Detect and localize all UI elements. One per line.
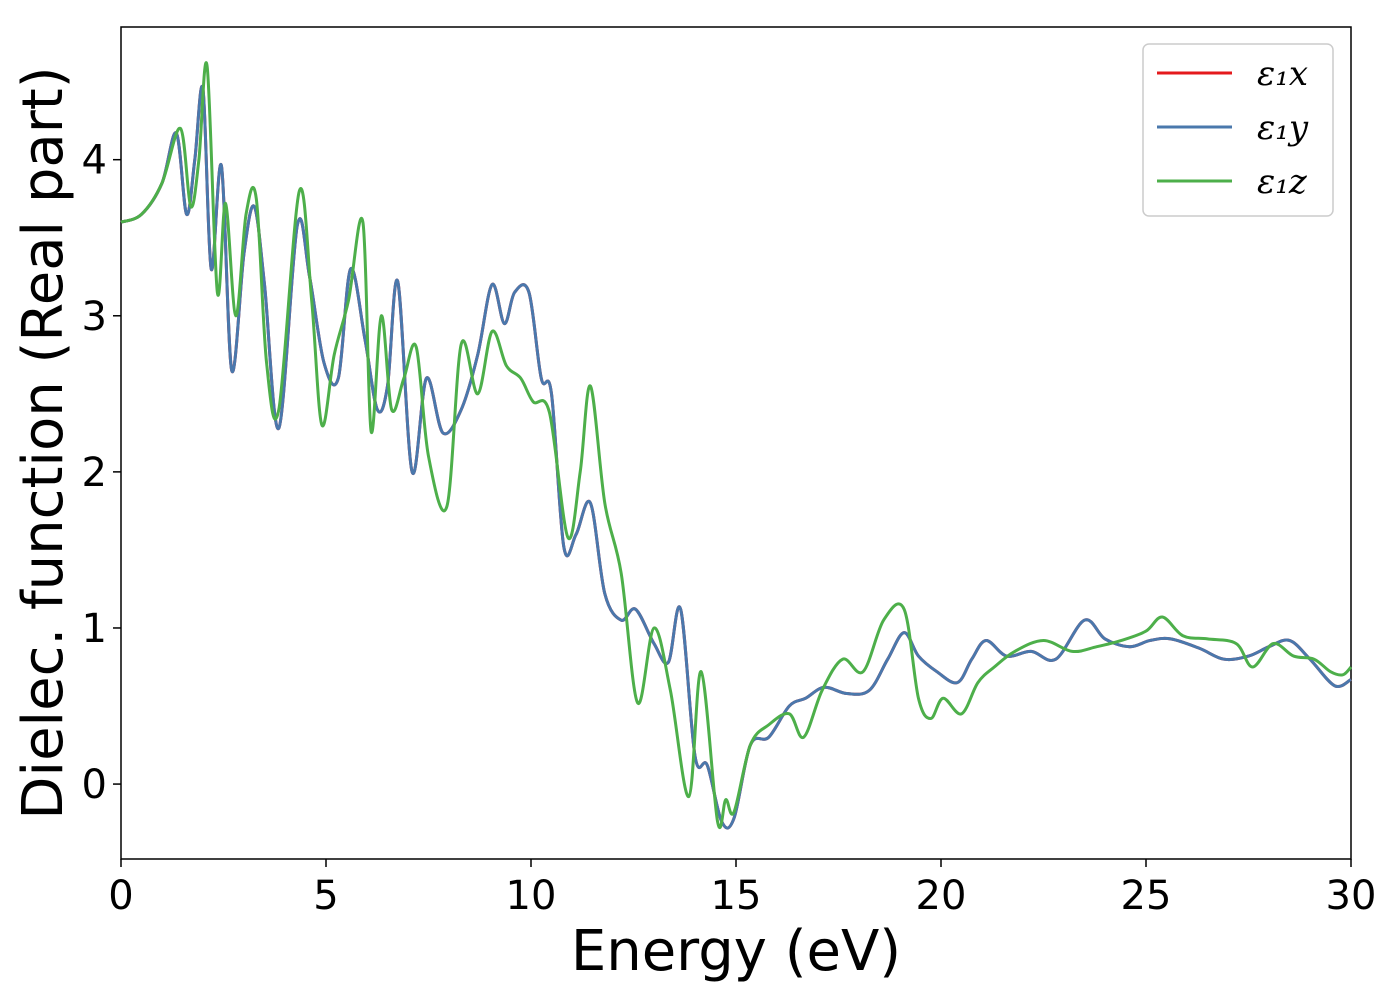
- series-layer: [120, 61, 1353, 830]
- y-tick-label: 4: [82, 138, 107, 184]
- legend-label-x: ε₁x: [1257, 54, 1308, 94]
- x-axis-label: Energy (eV): [571, 919, 901, 984]
- y-axis-label: Dielec. function (Real part): [11, 66, 76, 819]
- legend: ε₁x ε₁y ε₁z: [1142, 43, 1334, 217]
- x-tick-label: 25: [1121, 873, 1172, 919]
- x-tick-label: 15: [711, 873, 762, 919]
- x-axis-ticks: 0 5 10 15 20 25 30: [108, 859, 1376, 919]
- y-tick-label: 3: [82, 294, 107, 340]
- x-tick-label: 20: [916, 873, 967, 919]
- series-line-epsilon1-z: [120, 61, 1353, 830]
- x-tick-label: 5: [313, 873, 338, 919]
- legend-label-y: ε₁y: [1257, 108, 1309, 148]
- x-tick-label: 0: [108, 873, 133, 919]
- y-tick-label: 2: [82, 450, 107, 496]
- legend-label-z: ε₁z: [1257, 162, 1308, 202]
- y-axis-ticks: 0 1 2 3 4: [82, 138, 121, 808]
- y-tick-label: 1: [82, 606, 107, 652]
- x-tick-label: 30: [1326, 873, 1377, 919]
- series-line-epsilon1-y: [120, 85, 1352, 830]
- y-tick-label: 0: [82, 762, 107, 808]
- legend-box: [1142, 43, 1334, 217]
- x-tick-label: 10: [506, 873, 557, 919]
